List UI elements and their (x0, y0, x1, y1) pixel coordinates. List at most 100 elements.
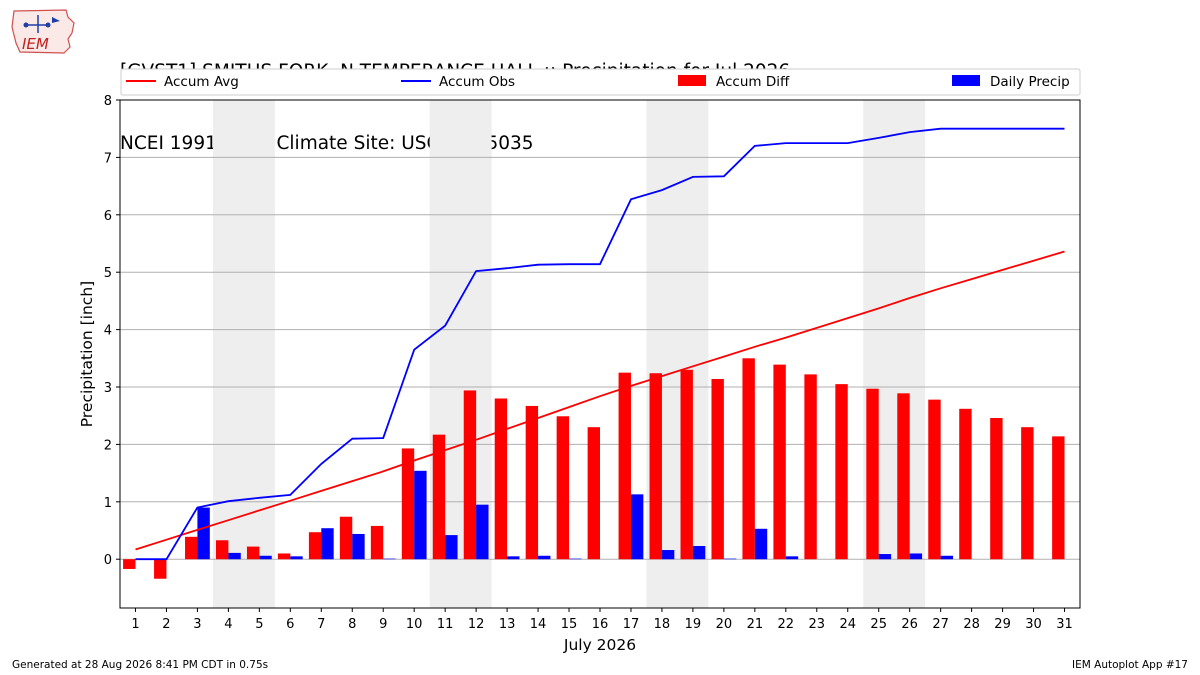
accum-diff-bar (804, 374, 817, 560)
y-axis-label: Precipitation [inch] (78, 281, 96, 427)
x-tick-label: 21 (747, 617, 764, 632)
legend-bar-swatch (952, 75, 980, 86)
x-tick-label: 19 (685, 617, 702, 632)
accum-diff-bar (154, 559, 167, 579)
legend-item: Daily Precip (952, 74, 1070, 90)
x-tick-label: 24 (839, 617, 856, 632)
accum-diff-bar (308, 532, 322, 560)
legend-label: Accum Obs (439, 74, 515, 90)
x-tick-label: 29 (994, 617, 1011, 632)
daily-precip-bar (878, 554, 892, 560)
legend-label: Accum Avg (164, 74, 239, 90)
bars (123, 358, 1065, 579)
daily-precip-bar (630, 494, 644, 560)
lines (135, 127, 1065, 561)
legend-item: Accum Obs (401, 74, 515, 90)
accum-diff-bar (649, 373, 662, 560)
daily-precip-bar (228, 552, 241, 560)
y-tick-label: 1 (104, 496, 112, 511)
accum-diff-bar (587, 427, 600, 560)
y-tick-label: 8 (104, 94, 112, 109)
x-ticks: 1 2 3 4 5 6 7 8 9 10 11 12 13 14 15 16 17 18 19 20 21 22 23 24 2… (131, 608, 1073, 632)
y-tick-label: 7 (104, 151, 112, 166)
accum-diff-bar (1052, 436, 1065, 560)
x-tick-label: 7 (317, 617, 325, 632)
daily-precip-bar (476, 504, 489, 560)
y-tick-label: 0 (104, 553, 112, 568)
y-tick-label: 3 (104, 381, 112, 396)
y-tick-label: 2 (104, 438, 112, 453)
x-tick-label: 6 (286, 617, 294, 632)
accum-diff-bar (618, 372, 631, 560)
x-tick-label: 10 (406, 617, 423, 632)
weekend-shading (212, 100, 926, 608)
accum-diff-bar (866, 388, 879, 560)
accum-diff-bar (463, 390, 477, 560)
x-tick-label: 25 (870, 617, 887, 632)
daily-precip-bar (661, 550, 675, 560)
accum-diff-bar (370, 525, 384, 560)
accum-diff-bar (185, 536, 198, 560)
daily-precip-bar (507, 556, 520, 560)
x-axis-label: July 2026 (563, 636, 636, 654)
daily-precip-bar (754, 528, 768, 560)
legend-bar-swatch (678, 75, 706, 86)
y-tick-label: 4 (104, 324, 112, 339)
y-ticks: 0 1 2 3 4 5 6 7 8 (104, 94, 120, 568)
accum-diff-bar (339, 516, 353, 560)
x-tick-label: 31 (1056, 617, 1073, 632)
app-credit: IEM Autoplot App #17 (1072, 659, 1188, 671)
legend-label: Daily Precip (990, 74, 1070, 90)
y-tick-label: 5 (104, 266, 112, 281)
x-tick-label: 3 (193, 617, 201, 632)
accum-diff-bar (123, 559, 136, 569)
daily-precip-bar (259, 555, 272, 560)
legend-item: Accum Avg (126, 74, 239, 90)
x-tick-label: 28 (963, 617, 980, 632)
legend-label: Accum Diff (716, 74, 790, 90)
x-tick-label: 16 (592, 617, 609, 632)
x-tick-label: 11 (437, 617, 454, 632)
x-tick-label: 4 (224, 617, 232, 632)
iem-logo: IEM (11, 9, 75, 54)
accum-diff-bar (897, 393, 910, 560)
x-tick-label: 27 (932, 617, 949, 632)
accum-diff-bar (742, 358, 755, 560)
accum-obs-line (135, 127, 1065, 561)
accum-diff-bar (680, 369, 693, 560)
legend-box (120, 68, 1081, 96)
accum-diff-bar (525, 405, 539, 560)
x-tick-label: 8 (348, 617, 356, 632)
x-tick-label: 13 (499, 617, 516, 632)
weekend-band (212, 100, 275, 608)
daily-precip-bar (352, 533, 365, 560)
x-tick-label: 26 (901, 617, 918, 632)
accum-avg-line (135, 250, 1065, 551)
x-tick-label: 5 (255, 617, 263, 632)
accum-diff-bar (990, 418, 1003, 560)
accum-diff-bar (556, 416, 570, 560)
daily-precip-bar (445, 535, 458, 560)
daily-precip-bar (692, 546, 706, 560)
accum-diff-bar (216, 540, 229, 560)
accum-diff-bar (711, 378, 724, 560)
accum-diff-bar (959, 408, 972, 560)
x-tick-label: 20 (716, 617, 733, 632)
x-tick-label: 18 (654, 617, 671, 632)
accum-diff-bar (1021, 427, 1034, 560)
daily-precip-bar (383, 558, 396, 560)
x-tick-label: 9 (379, 617, 387, 632)
generated-timestamp: Generated at 28 Aug 2026 8:41 PM CDT in … (12, 659, 269, 671)
legend: Accum Avg Accum Obs Accum Diff Daily Precip (120, 68, 1081, 96)
daily-precip-bar (321, 528, 334, 560)
daily-precip-bar (569, 558, 582, 560)
x-tick-label: 23 (809, 617, 826, 632)
daily-precip-bar (723, 558, 737, 560)
daily-precip-bar (538, 555, 551, 560)
accum-diff-bar (494, 398, 508, 560)
x-tick-label: 15 (561, 617, 578, 632)
accum-diff-bar (928, 399, 941, 560)
x-tick-label: 1 (131, 617, 139, 632)
accum-diff-bar (246, 546, 260, 560)
daily-precip-bar (940, 555, 954, 560)
